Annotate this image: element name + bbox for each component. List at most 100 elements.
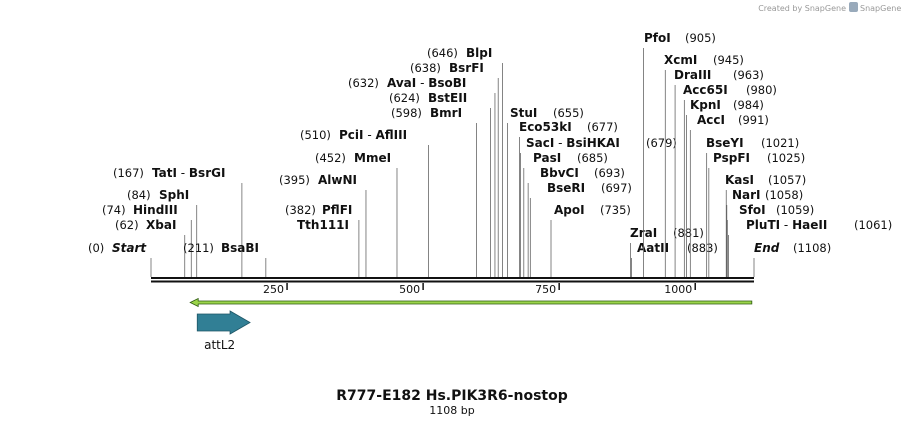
site-position: (1061) bbox=[854, 218, 892, 232]
site-position: (1058) bbox=[765, 188, 803, 202]
enzyme-name: BseRI bbox=[547, 181, 585, 195]
enzyme-name: PluTI - HaeII bbox=[746, 218, 827, 232]
enzyme-name-part: PluTI bbox=[746, 218, 780, 232]
enzyme-name: XbaI bbox=[146, 218, 176, 232]
separator: - bbox=[364, 128, 376, 142]
enzyme-name: Tth111I bbox=[297, 218, 349, 232]
enzyme-name: BlpI bbox=[466, 46, 492, 60]
site-position: (167) bbox=[113, 166, 144, 180]
enzyme-name-part: NarI bbox=[732, 188, 761, 202]
site-position: (991) bbox=[738, 113, 769, 127]
enzyme-name: BstEII bbox=[428, 91, 467, 105]
site-position: (84) bbox=[127, 188, 151, 202]
enzyme-name-part: BbvCI bbox=[540, 166, 579, 180]
enzyme-name-part: PasI bbox=[533, 151, 561, 165]
enzyme-name-part: SfoI bbox=[739, 203, 766, 217]
subtitle: 1108 bp bbox=[429, 404, 474, 417]
site-position: (679) bbox=[646, 136, 677, 150]
enzyme-name: End bbox=[754, 241, 780, 255]
site-position: (980) bbox=[746, 83, 777, 97]
enzyme-name-part: BseRI bbox=[547, 181, 585, 195]
enzyme-name: AvaI - BsoBI bbox=[387, 76, 466, 90]
enzyme-name: StuI bbox=[510, 106, 537, 120]
enzyme-name-part: PfoI bbox=[644, 31, 671, 45]
enzyme-name-part: XcmI bbox=[664, 53, 697, 67]
separator: - bbox=[177, 166, 189, 180]
site-position: (1021) bbox=[761, 136, 799, 150]
site-position: (881) bbox=[673, 226, 704, 240]
enzyme-name: PspFI bbox=[713, 151, 750, 165]
enzyme-name: BbvCI bbox=[540, 166, 579, 180]
enzyme-name-part: BstEII bbox=[428, 91, 467, 105]
enzyme-name: SacI - BsiHKAI bbox=[526, 136, 620, 150]
site-position: (1108) bbox=[793, 241, 831, 255]
site-position: (646) bbox=[427, 46, 458, 60]
enzyme-name-part: SacI bbox=[526, 136, 554, 150]
enzyme-name: SphI bbox=[159, 188, 189, 202]
enzyme-name: KpnI bbox=[690, 98, 721, 112]
enzyme-name-part: PflFI bbox=[322, 203, 352, 217]
enzyme-name: Acc65I bbox=[683, 83, 728, 97]
site-position: (883) bbox=[687, 241, 718, 255]
enzyme-name-part: BsaBI bbox=[221, 241, 259, 255]
enzyme-name: NarI bbox=[732, 188, 761, 202]
site-position: (963) bbox=[733, 68, 764, 82]
site-position: (638) bbox=[410, 61, 441, 75]
enzyme-name: TatI - BsrGI bbox=[152, 166, 225, 180]
site-position: (1059) bbox=[776, 203, 814, 217]
enzyme-name: DraIII bbox=[674, 68, 711, 82]
site-position: (211) bbox=[183, 241, 214, 255]
enzyme-name-part: SphI bbox=[159, 188, 189, 202]
enzyme-name: Start bbox=[112, 241, 147, 255]
site-position: (382) bbox=[285, 203, 316, 217]
enzyme-name: AlwNI bbox=[318, 173, 357, 187]
enzyme-name: AccI bbox=[697, 113, 725, 127]
site-position: (685) bbox=[577, 151, 608, 165]
enzyme-name-part: BsrFI bbox=[449, 61, 484, 75]
enzyme-name-part: KasI bbox=[725, 173, 754, 187]
enzyme-name: KasI bbox=[725, 173, 754, 187]
site-position: (74) bbox=[102, 203, 126, 217]
enzyme-name-part: BsiHKAI bbox=[566, 136, 620, 150]
tick-label: 1000 bbox=[664, 283, 692, 296]
site-position: (624) bbox=[389, 91, 420, 105]
site-position: (945) bbox=[713, 53, 744, 67]
enzyme-name-part: PciI bbox=[339, 128, 364, 142]
watermark: Created by SnapGene bbox=[758, 4, 846, 13]
enzyme-name-part: HindIII bbox=[133, 203, 178, 217]
site-position: (395) bbox=[279, 173, 310, 187]
enzyme-name-part: KpnI bbox=[690, 98, 721, 112]
site-position: (697) bbox=[601, 181, 632, 195]
enzyme-name-part: TatI bbox=[152, 166, 177, 180]
site-position: (62) bbox=[115, 218, 139, 232]
enzyme-name-part: BseYI bbox=[706, 136, 744, 150]
separator: - bbox=[780, 218, 792, 232]
enzyme-name: BsrFI bbox=[449, 61, 484, 75]
enzyme-name-part: End bbox=[754, 241, 780, 255]
separator: - bbox=[554, 136, 566, 150]
site-position: (693) bbox=[594, 166, 625, 180]
enzyme-name-part: Start bbox=[112, 241, 147, 255]
enzyme-name-part: AlwNI bbox=[318, 173, 357, 187]
logo bbox=[849, 2, 858, 12]
feature-label: attL2 bbox=[204, 338, 235, 352]
tick-label: 250 bbox=[263, 283, 284, 296]
site-position: (632) bbox=[348, 76, 379, 90]
logo-text: SnapGene bbox=[860, 4, 901, 13]
title: R777-E182 Hs.PIK3R6-nostop bbox=[336, 388, 568, 404]
enzyme-name-part: StuI bbox=[510, 106, 537, 120]
enzyme-name: MmeI bbox=[354, 151, 391, 165]
tick-label: 750 bbox=[535, 283, 556, 296]
enzyme-name: HindIII bbox=[133, 203, 178, 217]
enzyme-name: PasI bbox=[533, 151, 561, 165]
enzyme-name-part: PspFI bbox=[713, 151, 750, 165]
enzyme-name-part: DraIII bbox=[674, 68, 711, 82]
enzyme-name-part: BsoBI bbox=[428, 76, 466, 90]
enzyme-name-part: Eco53kI bbox=[519, 120, 572, 134]
enzyme-name-part: AflIII bbox=[375, 128, 407, 142]
enzyme-name-part: BmrI bbox=[430, 106, 462, 120]
enzyme-name: PflFI bbox=[322, 203, 352, 217]
site-position: (655) bbox=[553, 106, 584, 120]
enzyme-name-part: BsrGI bbox=[189, 166, 226, 180]
enzyme-name: SfoI bbox=[739, 203, 766, 217]
